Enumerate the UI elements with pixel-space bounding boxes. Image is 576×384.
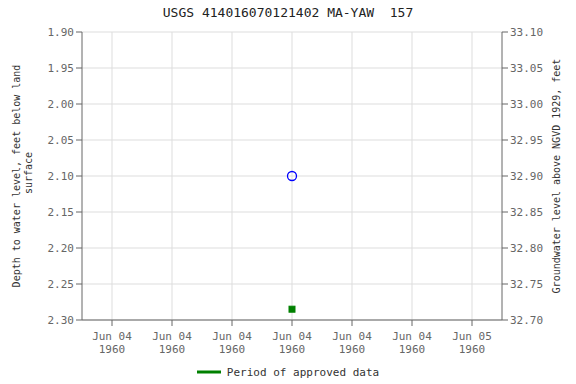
html-text:USGS 414016070121402 MA-YAW 15: USGS 414016070121402 MA-YAW 157 [162, 5, 414, 20]
svg-text:2.15: 2.15 [48, 206, 75, 219]
svg-text:32.85: 32.85 [510, 206, 543, 219]
svg-text:1.95: 1.95 [48, 62, 75, 75]
svg-text:Depth to water level, feet bel: Depth to water level, feet below land su… [11, 65, 34, 288]
svg-text:2.00: 2.00 [48, 98, 75, 111]
svg-text:1.90: 1.90 [48, 26, 75, 39]
svg-text:Jun 041960: Jun 041960 [92, 330, 132, 356]
svg-text:33.10: 33.10 [510, 26, 543, 39]
svg-text:Jun 041960: Jun 041960 [392, 330, 432, 356]
svg-text:Groundwater level above NGVD 1: Groundwater level above NGVD 1929, feet [551, 59, 562, 294]
svg-text:2.30: 2.30 [48, 314, 75, 327]
svg-text:32.95: 32.95 [510, 134, 543, 147]
svg-text:32.70: 32.70 [510, 314, 543, 327]
svg-text:33.00: 33.00 [510, 98, 543, 111]
svg-text:2.25: 2.25 [48, 278, 75, 291]
svg-text:2.05: 2.05 [48, 134, 75, 147]
svg-text:Jun 051960: Jun 051960 [452, 330, 492, 356]
svg-text:2.10: 2.10 [48, 170, 75, 183]
svg-text:Jun 041960: Jun 041960 [152, 330, 192, 356]
svg-text:Jun 041960: Jun 041960 [272, 330, 312, 356]
svg-text:2.20: 2.20 [48, 242, 75, 255]
svg-text:32.75: 32.75 [510, 278, 543, 291]
svg-text:Jun 041960: Jun 041960 [212, 330, 252, 356]
html-text:Period of approved data: Period of approved data [226, 365, 380, 379]
svg-text:Jun 041960: Jun 041960 [332, 330, 372, 356]
svg-text:33.05: 33.05 [510, 62, 543, 75]
svg-text:32.80: 32.80 [510, 242, 543, 255]
svg-text:32.90: 32.90 [510, 170, 543, 183]
